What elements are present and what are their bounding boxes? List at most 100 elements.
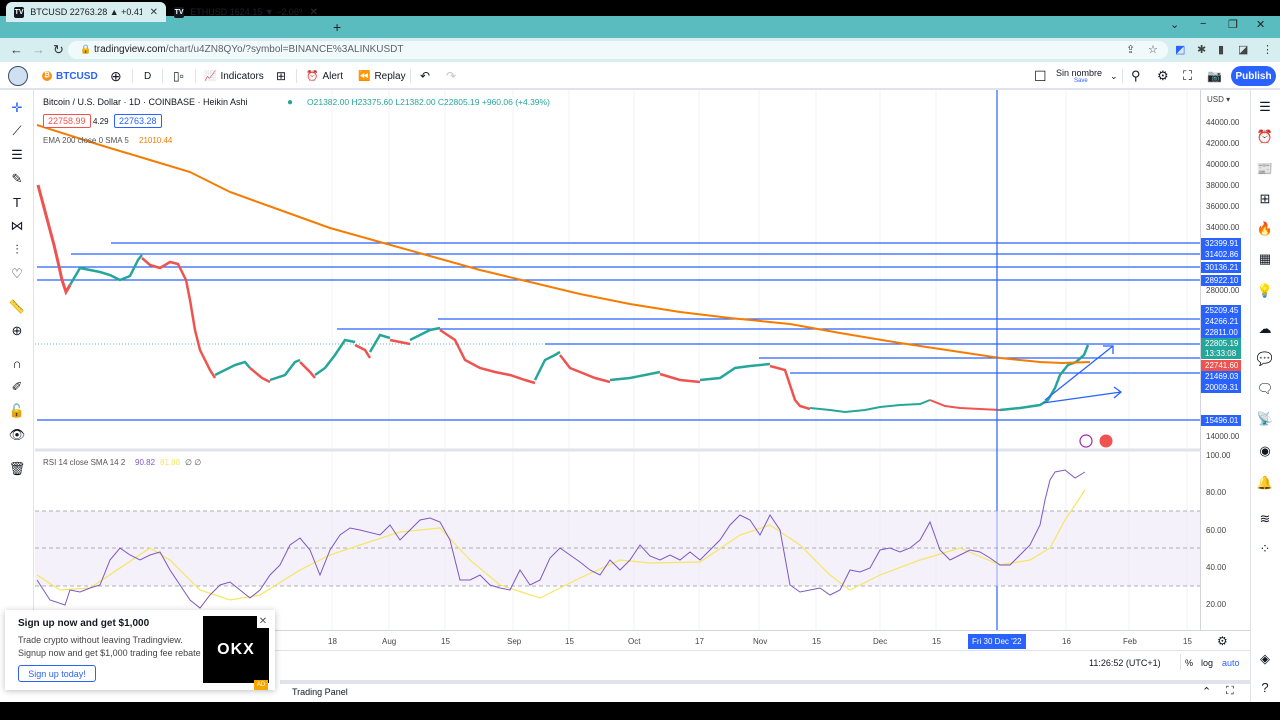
sign-up-button[interactable]: Sign up today! (18, 665, 96, 682)
percent-scale-toggle[interactable]: % (1185, 658, 1194, 668)
back-icon[interactable]: ← (10, 42, 23, 57)
minimize-button[interactable]: − (1200, 18, 1207, 30)
hide-eye-icon[interactable]: 👁 (8, 427, 26, 442)
layout-name-button[interactable]: Sin nombre Save (1056, 62, 1102, 90)
rsi-indicator-label[interactable]: RSI 14 close SMA 14 2 (43, 458, 126, 467)
lock-icon[interactable]: 🔒 (80, 44, 92, 54)
event-flash-icon[interactable] (1079, 434, 1093, 448)
profile-avatar-icon[interactable]: ◪ (1238, 44, 1249, 56)
trend-line-icon[interactable]: ⟋ (12, 123, 22, 138)
time-tick: 18 (328, 637, 337, 646)
economic-event-us-flag-icon[interactable] (1099, 434, 1113, 448)
brush-icon[interactable]: ✎ (11, 171, 23, 186)
trading-panel-bar[interactable]: Trading Panel ⌃ ⛶ (280, 680, 1250, 702)
add-list-icon[interactable]: ⊞ (1259, 191, 1271, 206)
share-icon[interactable]: ⇪ (1126, 44, 1136, 56)
tradingview-favicon-icon: TV (14, 6, 25, 18)
close-window-button[interactable]: ✕ (1256, 19, 1266, 31)
watchlist-icon[interactable]: ☰ (1259, 99, 1271, 114)
tab-search-icon[interactable]: ⌄ (1170, 19, 1180, 31)
lock-drawing-icon[interactable]: ✐ (11, 379, 23, 394)
rsi-tick: 20.00 (1206, 600, 1227, 609)
url-text[interactable]: tradingview.com/chart/u4ZN8QYo/?symbol=B… (94, 44, 403, 55)
notifications-bell-icon[interactable]: 🔔 (1256, 475, 1274, 490)
time-scale[interactable]: 18 Aug 15 Sep 15 Oct 17 Nov 15 Dec 15 Fr… (35, 630, 1250, 650)
help-icon[interactable]: ? (1261, 679, 1269, 695)
interval-button[interactable]: D (144, 70, 152, 82)
redo-icon[interactable]: ↷ (446, 69, 457, 83)
collapse-chevrons-icon[interactable]: ≋ (1259, 511, 1271, 526)
symbol-search-button[interactable]: ₿ BTCUSD (42, 62, 98, 90)
extension-icon[interactable]: ◩ (1175, 44, 1186, 56)
fullscreen-icon[interactable]: ⛶ (1183, 68, 1193, 83)
chart-type-candles-icon[interactable]: ▯▫ (173, 69, 184, 83)
messages-icon[interactable]: 🗨 (1256, 381, 1274, 396)
clock-timezone[interactable]: 11:26:52 (UTC+1) (1089, 658, 1161, 668)
scale-settings-gear-icon[interactable]: ⚙ (1217, 634, 1228, 648)
sell-price-button[interactable]: 22758.99 (43, 114, 91, 128)
layout-chevron-down-icon[interactable]: ⌄ (1110, 70, 1118, 81)
buy-price-button[interactable]: 22763.28 (114, 114, 162, 128)
chart-pane[interactable] (35, 90, 1200, 630)
replay-button[interactable]: ⏪ Replay (358, 62, 406, 90)
favorites-heart-icon[interactable]: ♡ (11, 266, 23, 281)
divider (195, 69, 196, 83)
prediction-measure-icon[interactable]: ⫶ (15, 242, 19, 257)
alert-button[interactable]: ⏰ Alert (306, 62, 343, 90)
tab-btcusd[interactable]: TV BTCUSD 22763.28 ▲ +0.41% Sin nombre ✕ (6, 2, 166, 22)
layers-icon[interactable]: ◈ (1260, 651, 1270, 666)
live-stream-icon[interactable]: ◉ (1259, 443, 1271, 458)
close-tab-icon[interactable]: ✕ (149, 6, 158, 18)
hotlists-flame-icon[interactable]: 🔥 (1256, 221, 1274, 236)
streams-chat-icon[interactable]: 💬 (1256, 351, 1274, 366)
url-input[interactable] (68, 41, 1168, 59)
log-scale-toggle[interactable]: log (1201, 658, 1214, 668)
currency-selector[interactable]: USD ▾ (1207, 95, 1231, 104)
text-tool-icon[interactable]: T (13, 194, 21, 210)
alerts-clock-icon[interactable]: ⏰ (1256, 129, 1274, 144)
pattern-icon[interactable]: ⋈ (10, 218, 24, 233)
expand-panel-chevron-up-icon[interactable]: ⌃ (1202, 686, 1212, 698)
zoom-in-icon[interactable]: ⊕ (11, 323, 23, 338)
chats-cloud-icon[interactable]: ☁ (1258, 321, 1272, 336)
new-tab-button[interactable]: + (333, 19, 342, 35)
news-icon[interactable]: 📰 (1256, 161, 1274, 176)
symbol-title[interactable]: Bitcoin / U.S. Dollar · 1D · COINBASE · … (43, 97, 248, 107)
magnet-icon[interactable]: ∩ (12, 355, 22, 371)
trading-panel-title[interactable]: Trading Panel (292, 687, 348, 697)
lock-all-icon[interactable]: 🔓 (8, 403, 26, 418)
close-ad-icon[interactable]: ✕ (257, 616, 269, 628)
ema-indicator-label[interactable]: EMA 200 close 0 SMA 5 (43, 136, 129, 145)
close-tab-icon[interactable]: ✕ (309, 6, 318, 18)
select-layout-checkbox-icon[interactable]: ☐ (1034, 67, 1047, 84)
calendar-icon[interactable]: ▦ (1258, 251, 1272, 266)
user-avatar[interactable] (8, 66, 28, 86)
chart-canvas[interactable] (35, 90, 1200, 630)
tab-ethusd[interactable]: TV ETHUSD 1624.15 ▼ −2.06% Sin nombre ✕ (166, 2, 326, 22)
maximize-panel-icon[interactable]: ⛶ (1226, 685, 1234, 697)
settings-gear-icon[interactable]: ⚙ (1157, 68, 1169, 83)
fib-retracement-icon[interactable]: ☰ (11, 147, 23, 162)
search-icon[interactable]: ⚲ (1131, 68, 1141, 83)
templates-grid-icon[interactable]: ⊞ (276, 69, 287, 83)
auto-scale-toggle[interactable]: auto (1222, 658, 1240, 668)
publish-button[interactable]: Publish (1231, 66, 1276, 86)
compare-add-symbol-icon[interactable]: ⊕ (110, 67, 122, 84)
crosshair-icon[interactable]: ✛ (11, 100, 23, 115)
reload-icon[interactable]: ↻ (53, 42, 64, 57)
browser-menu-icon[interactable]: ⋮ (1262, 44, 1273, 56)
ideas-lightbulb-icon[interactable]: 💡 (1256, 283, 1274, 298)
dom-dots-icon[interactable]: ⁘ (1259, 541, 1271, 556)
snapshot-camera-icon[interactable]: 📷 (1207, 69, 1222, 83)
divider (296, 69, 297, 83)
forward-icon[interactable]: → (32, 42, 45, 57)
broadcast-icon[interactable]: 📡 (1256, 411, 1274, 426)
side-panel-icon[interactable]: ▮ (1218, 44, 1225, 56)
ruler-icon[interactable]: 📏 (8, 299, 26, 314)
indicators-button[interactable]: 📈 Indicators (204, 62, 264, 90)
trash-icon[interactable]: 🗑 (8, 461, 26, 476)
undo-icon[interactable]: ↶ (420, 69, 431, 83)
extensions-puzzle-icon[interactable]: ✱ (1197, 44, 1207, 56)
restore-button[interactable]: ❐ (1228, 19, 1238, 31)
bookmark-star-icon[interactable]: ☆ (1148, 44, 1158, 56)
